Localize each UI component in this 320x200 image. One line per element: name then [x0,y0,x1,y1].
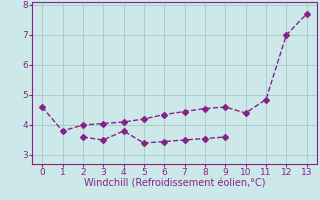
X-axis label: Windchill (Refroidissement éolien,°C): Windchill (Refroidissement éolien,°C) [84,179,265,189]
